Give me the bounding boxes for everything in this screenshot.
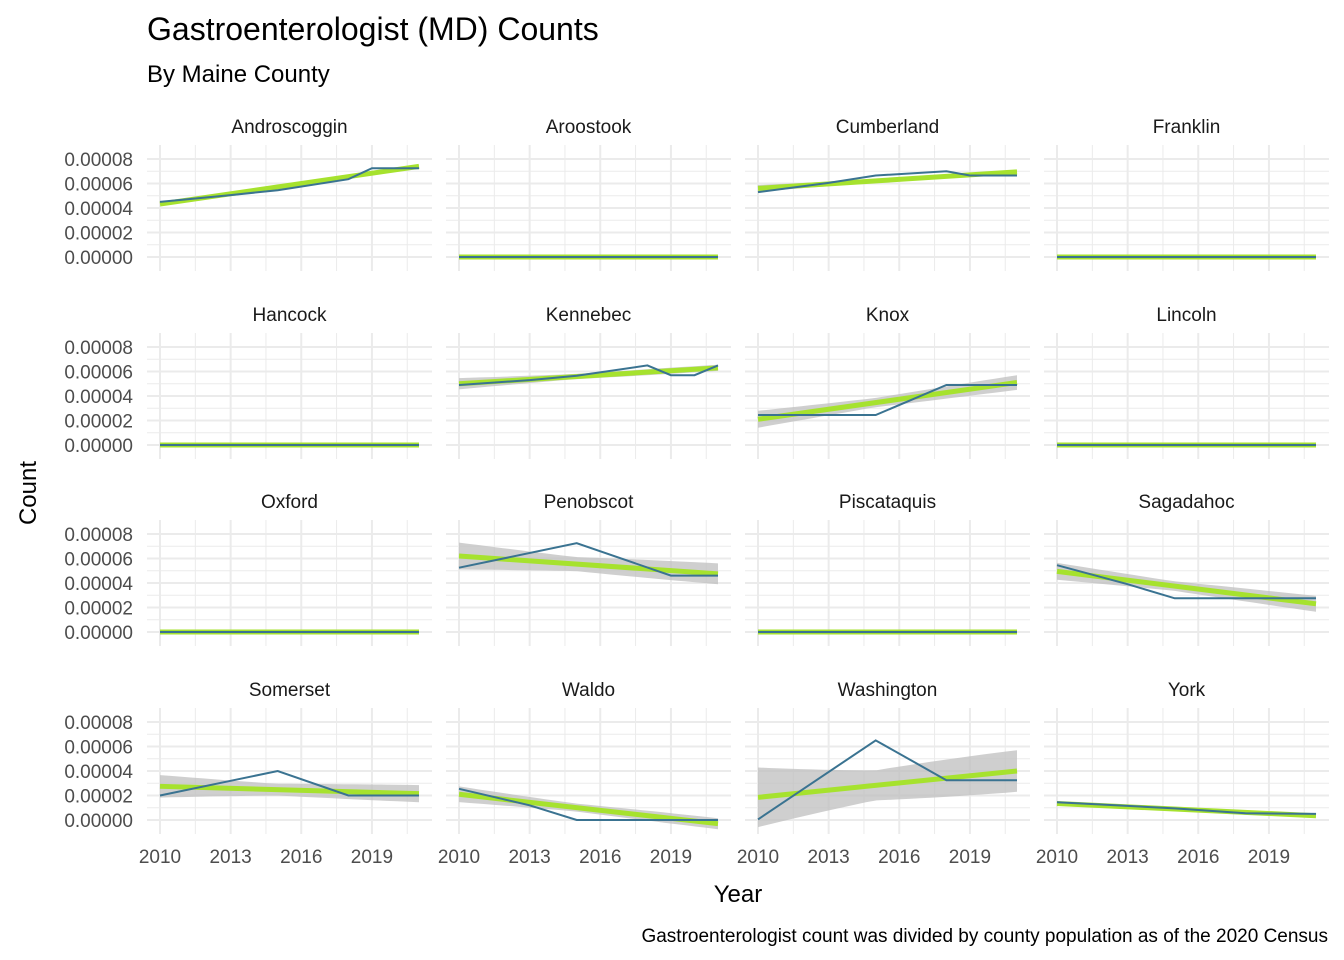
y-tick-label: 0.00000 [64,436,133,457]
facet-panel: Somerset 0.00000 0.00002 0.00004 0.00006 0.00… [64,680,432,868]
facet-panel: Aroostook [446,117,731,271]
facet-strip-label: Penobscot [544,492,635,513]
x-tick-label: 2013 [508,847,550,868]
facet-strip-label: Cumberland [836,117,940,138]
y-tick-label: 0.00002 [64,599,133,620]
x-tick-label: 2013 [807,847,849,868]
facet-panel: Androscoggin 0.00000 0.00002 0.00004 0.00006… [64,117,432,271]
y-tick-label: 0.00008 [64,525,133,546]
series-line [458,364,719,386]
facet-panel: Sagadahoc [1044,492,1329,646]
series-line [458,542,718,577]
trend-line [757,380,1018,422]
y-axis-label: Count [15,461,42,525]
x-tick-label: 2010 [1036,847,1078,868]
facet-strip-label: Sagadahoc [1138,492,1234,513]
series-line [757,170,1017,194]
y-tick-label: 0.00002 [64,412,133,433]
y-tick-label: 0.00008 [64,150,133,171]
y-tick-label: 0.00000 [64,248,133,269]
trend-line [757,768,1018,800]
x-tick-label: 2019 [650,847,692,868]
facet-panels: Androscoggin 0.00000 0.00002 0.00004 0.00006… [64,117,1329,868]
facet-panel: Lincoln [1044,305,1329,459]
facet-strip-label: Androscoggin [231,117,347,138]
x-tick-label: 2016 [579,847,621,868]
y-tick-label: 0.00008 [64,713,133,734]
y-tick-label: 0.00000 [64,811,133,832]
chart-subtitle: By Maine County [147,61,330,88]
series-line [1056,801,1317,815]
facet-strip-label: Knox [866,305,910,326]
facet-panel: York 2010 2013 2016 2019 [1036,680,1329,868]
x-tick-label: 2019 [351,847,393,868]
x-tick-label: 2013 [1106,847,1148,868]
facet-strip-label: Aroostook [546,117,632,138]
x-tick-label: 2016 [878,847,920,868]
facet-panel: Kennebec [446,305,731,459]
facet-strip-label: Kennebec [546,305,632,326]
facet-strip-label: Somerset [249,680,331,701]
facet-strip-label: Lincoln [1156,305,1216,326]
facet-panel: Penobscot [446,492,731,646]
x-tick-label: 2016 [280,847,322,868]
facet-panel: Waldo 2010 2013 2016 2019 [438,680,731,868]
facet-strip-label: Piscataquis [839,492,936,513]
y-tick-label: 0.00000 [64,623,133,644]
facet-panel: Oxford 0.00000 0.00002 0.00004 0.00006 0.0000… [64,492,432,646]
trend-line [159,783,420,797]
series-line [757,739,1017,821]
facet-strip-label: Hancock [253,305,327,326]
facet-strip-label: Franklin [1153,117,1221,138]
facet-strip-label: York [1168,680,1206,701]
x-tick-label: 2010 [737,847,779,868]
y-tick-label: 0.00004 [64,199,133,220]
facet-panel: Piscataquis [745,492,1030,646]
x-axis-label: Year [714,881,763,908]
x-tick-label: 2013 [209,847,251,868]
x-tick-label: 2010 [139,847,181,868]
facet-strip-label: Oxford [261,492,318,513]
facet-panel: Washington 2010 2013 2016 2019 [737,680,1030,868]
facet-panel: Cumberland [745,117,1030,271]
series-line [758,384,1017,416]
y-tick-label: 0.00006 [64,175,133,196]
series-line [159,167,419,203]
facet-panel: Hancock 0.00000 0.00002 0.00004 0.00006 0.000… [64,305,432,459]
facet-panel: Franklin [1044,117,1329,271]
chart-title: Gastroenterologist (MD) Counts [147,11,599,47]
series-line [458,787,718,821]
x-tick-label: 2019 [1248,847,1290,868]
series-line [1056,564,1316,600]
y-tick-label: 0.00004 [64,762,133,783]
series-line [159,769,419,797]
facet-panel: Knox [745,305,1030,459]
confidence-band [758,750,1017,828]
chart-caption: Gastroenterologist count was divided by … [641,926,1328,947]
y-tick-label: 0.00006 [64,363,133,384]
facet-strip-label: Waldo [562,680,615,701]
y-tick-label: 0.00008 [64,338,133,359]
y-tick-label: 0.00006 [64,550,133,571]
y-tick-label: 0.00002 [64,787,133,808]
y-tick-label: 0.00004 [64,387,133,408]
facet-strip-label: Washington [838,680,938,701]
x-tick-label: 2010 [438,847,480,868]
y-tick-label: 0.00002 [64,224,133,245]
x-tick-label: 2016 [1177,847,1219,868]
y-tick-label: 0.00006 [64,738,133,759]
y-tick-label: 0.00004 [64,574,133,595]
x-tick-label: 2019 [949,847,991,868]
